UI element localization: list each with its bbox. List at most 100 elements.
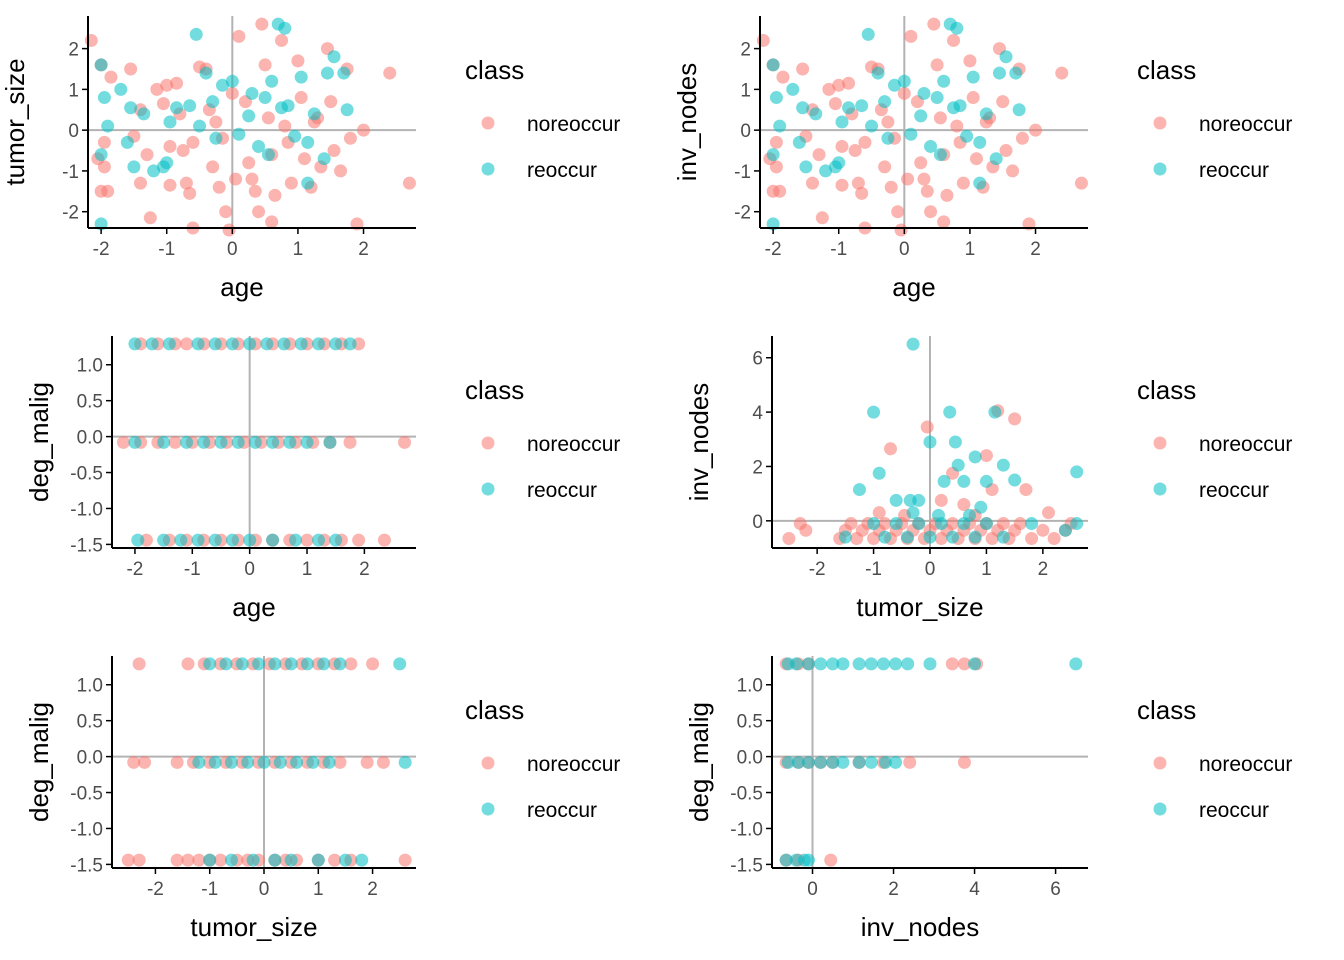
- data-point-reoccur: [872, 466, 886, 480]
- data-point-noreoccur: [1015, 131, 1029, 145]
- y-tick-label: 0.5: [77, 392, 103, 413]
- data-point-reoccur: [248, 435, 262, 449]
- data-point-noreoccur: [333, 755, 347, 769]
- data-point-reoccur: [835, 115, 849, 129]
- data-point-reoccur: [826, 755, 840, 769]
- data-point-reoccur: [912, 517, 926, 531]
- legend: class noreoccur reoccur: [465, 375, 620, 502]
- data-point-noreoccur: [343, 435, 357, 449]
- data-point-noreoccur: [132, 853, 146, 867]
- data-point-reoccur: [996, 530, 1010, 544]
- data-point-reoccur: [243, 533, 257, 547]
- data-point-reoccur: [917, 86, 931, 100]
- data-point-noreoccur: [84, 33, 98, 47]
- data-point-reoccur: [773, 119, 787, 133]
- data-point-noreoccur: [950, 119, 964, 133]
- data-point-reoccur: [769, 91, 783, 105]
- data-point-noreoccur: [835, 139, 849, 153]
- data-point-noreoccur: [245, 172, 259, 186]
- data-point-reoccur: [904, 127, 918, 141]
- data-point-noreoccur: [222, 223, 236, 237]
- data-point-reoccur: [979, 517, 993, 531]
- data-point-reoccur: [864, 657, 878, 671]
- data-point-noreoccur: [822, 82, 836, 96]
- data-point-reoccur: [923, 530, 937, 544]
- data-point-reoccur: [245, 86, 259, 100]
- data-point-noreoccur: [881, 115, 895, 129]
- data-point-reoccur: [94, 148, 108, 162]
- y-tick-label: -0.5: [730, 784, 763, 805]
- data-point-noreoccur: [1008, 412, 1022, 426]
- legend-label-noreoccur: noreoccur: [1199, 113, 1292, 136]
- data-point-noreoccur: [143, 211, 157, 225]
- data-point-reoccur: [163, 115, 177, 129]
- data-point-reoccur: [906, 506, 920, 520]
- data-point-noreoccur: [163, 139, 177, 153]
- scatter-panel: 0 2 4 6 -1.5 -1.0 -0.5 0.0 0.5 1.0 inv_nodes deg_ma…: [684, 656, 1292, 942]
- data-point-noreoccur: [104, 70, 118, 84]
- data-point-noreoccur: [140, 148, 154, 162]
- y-axis-label: deg_malig: [24, 702, 54, 822]
- data-point-noreoccur: [963, 54, 977, 68]
- data-point-reoccur: [127, 160, 141, 174]
- data-point-reoccur: [906, 337, 920, 351]
- legend-title: class: [1137, 695, 1196, 725]
- legend-key-reoccur: [1153, 482, 1167, 496]
- data-point-noreoccur: [957, 755, 971, 769]
- data-point-reoccur: [1009, 66, 1023, 80]
- y-tick-label: -1.5: [730, 855, 763, 876]
- data-point-reoccur: [225, 337, 239, 351]
- legend-key-reoccur: [481, 802, 495, 816]
- data-point-reoccur: [160, 156, 174, 170]
- data-point-noreoccur: [291, 54, 305, 68]
- data-point-reoccur: [101, 119, 115, 133]
- data-point-noreoccur: [914, 156, 928, 170]
- x-tick-label: 2: [359, 559, 370, 580]
- data-point-noreoccur: [812, 148, 826, 162]
- data-point-reoccur: [887, 78, 901, 92]
- data-point-reoccur: [801, 657, 815, 671]
- data-point-reoccur: [311, 533, 325, 547]
- x-tick-label: 1: [965, 239, 976, 260]
- data-point-noreoccur: [328, 853, 342, 867]
- data-point-noreoccur: [1025, 531, 1039, 545]
- legend-key-reoccur: [1153, 802, 1167, 816]
- data-point-noreoccur: [181, 853, 195, 867]
- data-point-reoccur: [157, 533, 171, 547]
- data-point-reoccur: [252, 139, 266, 153]
- legend-label-reoccur: reoccur: [1199, 479, 1269, 502]
- data-point-reoccur: [865, 119, 879, 133]
- data-point-noreoccur: [901, 172, 915, 186]
- data-point-noreoccur: [756, 33, 770, 47]
- data-point-reoccur: [1070, 465, 1084, 479]
- data-point-reoccur: [878, 95, 892, 109]
- data-point-noreoccur: [947, 33, 961, 47]
- data-point-reoccur: [219, 657, 233, 671]
- x-tick-label: -1: [201, 879, 218, 900]
- data-point-noreoccur: [127, 755, 141, 769]
- data-point-noreoccur: [844, 517, 858, 531]
- data-point-reoccur: [878, 530, 892, 544]
- data-point-reoccur: [836, 755, 850, 769]
- data-point-noreoccur: [1013, 517, 1027, 531]
- data-point-noreoccur: [957, 657, 971, 671]
- data-point-reoccur: [243, 337, 257, 351]
- x-tick-label: 0: [259, 879, 270, 900]
- data-point-noreoccur: [1055, 66, 1069, 80]
- data-point-reoccur: [836, 657, 850, 671]
- data-point-noreoccur: [255, 17, 269, 31]
- data-point-reoccur: [260, 337, 274, 351]
- y-tick-label: -2: [734, 203, 751, 224]
- data-point-reoccur: [224, 853, 238, 867]
- data-point-reoccur: [957, 517, 971, 531]
- data-point-reoccur: [215, 78, 229, 92]
- x-tick-label: 2: [1038, 559, 1049, 580]
- x-tick-label: 1: [302, 559, 313, 580]
- legend-key-noreoccur: [481, 756, 495, 770]
- data-point-noreoccur: [160, 78, 174, 92]
- data-point-reoccur: [1025, 517, 1039, 531]
- data-point-reoccur: [947, 101, 961, 115]
- legend-key-reoccur: [1153, 162, 1167, 176]
- data-point-noreoccur: [334, 164, 348, 178]
- y-tick-label: 1.0: [77, 676, 103, 697]
